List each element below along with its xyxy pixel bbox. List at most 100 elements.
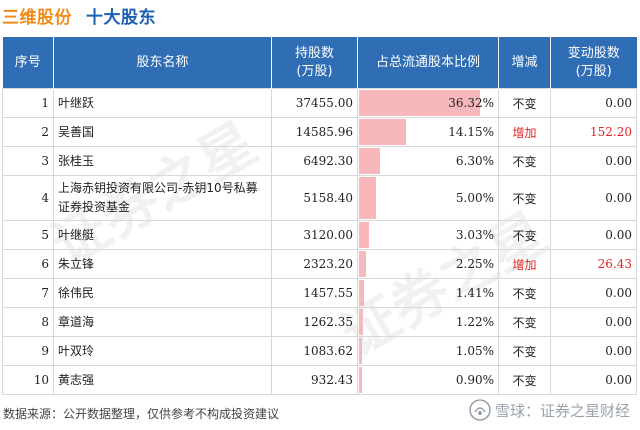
change-status: 不变 — [498, 88, 551, 118]
shareholder-name: 章道海 — [53, 307, 272, 337]
row-index: 4 — [2, 175, 54, 221]
ratio-value: 6.30% — [455, 154, 494, 168]
shares-held: 2323.20 — [271, 249, 358, 279]
shares-held: 1262.35 — [271, 307, 358, 337]
ratio-cell: 36.32% — [357, 88, 499, 118]
ratio-cell: 2.25% — [357, 249, 499, 279]
table-row: 9 叶双玲 1083.62 1.05% 不变 0.00 — [2, 336, 637, 366]
ratio-value: 0.90% — [455, 373, 494, 387]
section-title: 十大股东 — [86, 7, 156, 28]
changed-shares: 0.00 — [550, 88, 637, 118]
table-row: 5 叶继艇 3120.00 3.03% 不变 0.00 — [2, 220, 637, 250]
page-title: 三维股份 十大股东 — [2, 2, 156, 28]
changed-shares: 0.00 — [550, 220, 637, 250]
changed-shares: 26.43 — [550, 249, 637, 279]
shareholder-name: 叶继跃 — [53, 88, 272, 118]
table-row: 2 吴善国 14585.96 14.15% 增加 152.20 — [2, 117, 637, 147]
ratio-cell: 1.22% — [357, 307, 499, 337]
row-index: 9 — [2, 336, 54, 366]
shares-held: 1083.62 — [271, 336, 358, 366]
table-row: 1 叶继跃 37455.00 36.32% 不变 0.00 — [2, 88, 637, 118]
shares-held: 5158.40 — [271, 175, 358, 221]
change-status: 不变 — [498, 220, 551, 250]
ratio-bar — [359, 177, 376, 219]
row-index: 1 — [2, 88, 54, 118]
table-row: 8 章道海 1262.35 1.22% 不变 0.00 — [2, 307, 637, 337]
shares-held: 1457.55 — [271, 278, 358, 308]
col-header-amount: 变动股数 (万股) — [550, 37, 637, 89]
ratio-bar — [359, 280, 364, 306]
row-index: 3 — [2, 146, 54, 176]
ratio-cell: 14.15% — [357, 117, 499, 147]
change-status: 不变 — [498, 175, 551, 221]
row-index: 10 — [2, 365, 54, 395]
ratio-value: 3.03% — [455, 228, 494, 242]
table-header-row: 序号 股东名称 持股数 (万股) 占总流通股本比例 增减 变动股数 (万股) — [2, 37, 637, 89]
ratio-bar — [359, 119, 407, 145]
col-header-name: 股东名称 — [53, 37, 272, 89]
ratio-bar — [359, 148, 380, 174]
ratio-cell: 5.00% — [357, 175, 499, 221]
changed-shares: 0.00 — [550, 336, 637, 366]
table-row: 10 黄志强 932.43 0.90% 不变 0.00 — [2, 365, 637, 395]
ratio-value: 1.05% — [455, 344, 494, 358]
brand-mark: 雪球：证券之星财经 — [469, 399, 630, 421]
company-name: 三维股份 — [2, 7, 72, 28]
shares-held: 932.43 — [271, 365, 358, 395]
shareholder-name: 朱立锋 — [53, 249, 272, 279]
shares-held: 14585.96 — [271, 117, 358, 147]
shareholder-name: 张桂玉 — [53, 146, 272, 176]
changed-shares: 0.00 — [550, 278, 637, 308]
ratio-bar — [359, 309, 364, 335]
table-row: 3 张桂玉 6492.30 6.30% 不变 0.00 — [2, 146, 637, 176]
change-status: 不变 — [498, 278, 551, 308]
row-index: 8 — [2, 307, 54, 337]
shares-held: 37455.00 — [271, 88, 358, 118]
snowball-logo-icon — [469, 399, 491, 421]
change-status: 增加 — [498, 117, 551, 147]
ratio-value: 5.00% — [455, 191, 494, 205]
ratio-value: 14.15% — [448, 125, 494, 139]
row-index: 6 — [2, 249, 54, 279]
shares-held: 3120.00 — [271, 220, 358, 250]
table-row: 4 上海赤钥投资有限公司-赤钥10号私募证券投资基金 5158.40 5.00% 不变 0… — [2, 175, 637, 221]
ratio-cell: 3.03% — [357, 220, 499, 250]
shareholder-name: 黄志强 — [53, 365, 272, 395]
col-header-index: 序号 — [2, 37, 54, 89]
ratio-cell: 0.90% — [357, 365, 499, 395]
table-row: 6 朱立锋 2323.20 2.25% 增加 26.43 — [2, 249, 637, 279]
row-index: 7 — [2, 278, 54, 308]
changed-shares: 0.00 — [550, 146, 637, 176]
ratio-cell: 1.05% — [357, 336, 499, 366]
changed-shares: 0.00 — [550, 307, 637, 337]
changed-shares: 0.00 — [550, 175, 637, 221]
shareholder-name: 上海赤钥投资有限公司-赤钥10号私募证券投资基金 — [53, 175, 272, 221]
row-index: 2 — [2, 117, 54, 147]
col-header-shares: 持股数 (万股) — [271, 37, 358, 89]
ratio-bar — [359, 251, 367, 277]
shareholder-name: 叶双玲 — [53, 336, 272, 366]
shareholder-name: 徐伟民 — [53, 278, 272, 308]
change-status: 不变 — [498, 365, 551, 395]
data-source-note: 数据来源：公开数据整理，仅供参考不构成投资建议 — [3, 407, 280, 421]
changed-shares: 152.20 — [550, 117, 637, 147]
brand-label: 雪球：证券之星财经 — [494, 401, 630, 420]
ratio-value: 1.41% — [455, 286, 494, 300]
col-header-change: 增减 — [498, 37, 551, 89]
ratio-value: 2.25% — [455, 257, 494, 271]
ratio-bar — [359, 338, 363, 364]
row-index: 5 — [2, 220, 54, 250]
ratio-cell: 6.30% — [357, 146, 499, 176]
change-status: 不变 — [498, 307, 551, 337]
ratio-value: 36.32% — [448, 96, 494, 110]
ratio-cell: 1.41% — [357, 278, 499, 308]
shareholder-name: 叶继艇 — [53, 220, 272, 250]
top-shareholders-table: 序号 股东名称 持股数 (万股) 占总流通股本比例 增减 变动股数 (万股) 1… — [2, 37, 637, 395]
changed-shares: 0.00 — [550, 365, 637, 395]
col-header-ratio: 占总流通股本比例 — [357, 37, 499, 89]
change-status: 增加 — [498, 249, 551, 279]
ratio-bar — [359, 90, 480, 116]
change-status: 不变 — [498, 336, 551, 366]
ratio-value: 1.22% — [455, 315, 494, 329]
change-status: 不变 — [498, 146, 551, 176]
